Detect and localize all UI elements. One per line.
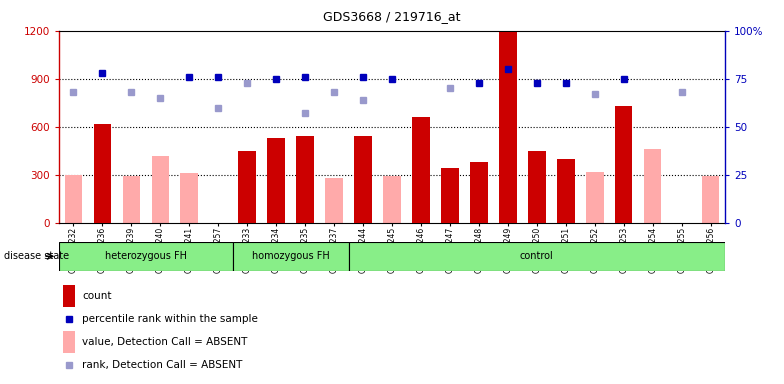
Bar	[151, 156, 169, 223]
Bar	[267, 186, 285, 223]
Bar	[499, 32, 517, 223]
Bar	[528, 151, 546, 223]
Bar	[441, 168, 459, 223]
Bar	[180, 173, 198, 223]
Bar	[64, 175, 82, 223]
Bar	[296, 136, 314, 223]
Bar	[412, 117, 430, 223]
Bar	[64, 285, 75, 307]
Bar	[557, 159, 575, 223]
Bar	[59, 242, 233, 271]
Bar	[93, 124, 111, 223]
Bar	[64, 331, 75, 353]
Text: rank, Detection Call = ABSENT: rank, Detection Call = ABSENT	[82, 360, 242, 370]
Bar	[325, 178, 343, 223]
Bar	[354, 136, 372, 223]
Bar	[615, 106, 633, 223]
Bar	[702, 176, 720, 223]
Bar	[383, 176, 401, 223]
Bar	[644, 149, 662, 223]
Text: GDS3668 / 219716_at: GDS3668 / 219716_at	[323, 10, 461, 23]
Text: percentile rank within the sample: percentile rank within the sample	[82, 314, 258, 324]
Text: disease state: disease state	[4, 251, 69, 262]
Bar	[267, 138, 285, 223]
Bar	[233, 242, 349, 271]
Text: value, Detection Call = ABSENT: value, Detection Call = ABSENT	[82, 337, 248, 347]
Bar	[586, 172, 604, 223]
Bar	[238, 151, 256, 223]
Bar	[470, 162, 488, 223]
Text: heterozygous FH: heterozygous FH	[105, 251, 187, 262]
Text: homozygous FH: homozygous FH	[252, 251, 329, 262]
Bar	[122, 176, 140, 223]
Bar	[349, 242, 725, 271]
Text: control: control	[520, 251, 554, 262]
Text: count: count	[82, 291, 111, 301]
